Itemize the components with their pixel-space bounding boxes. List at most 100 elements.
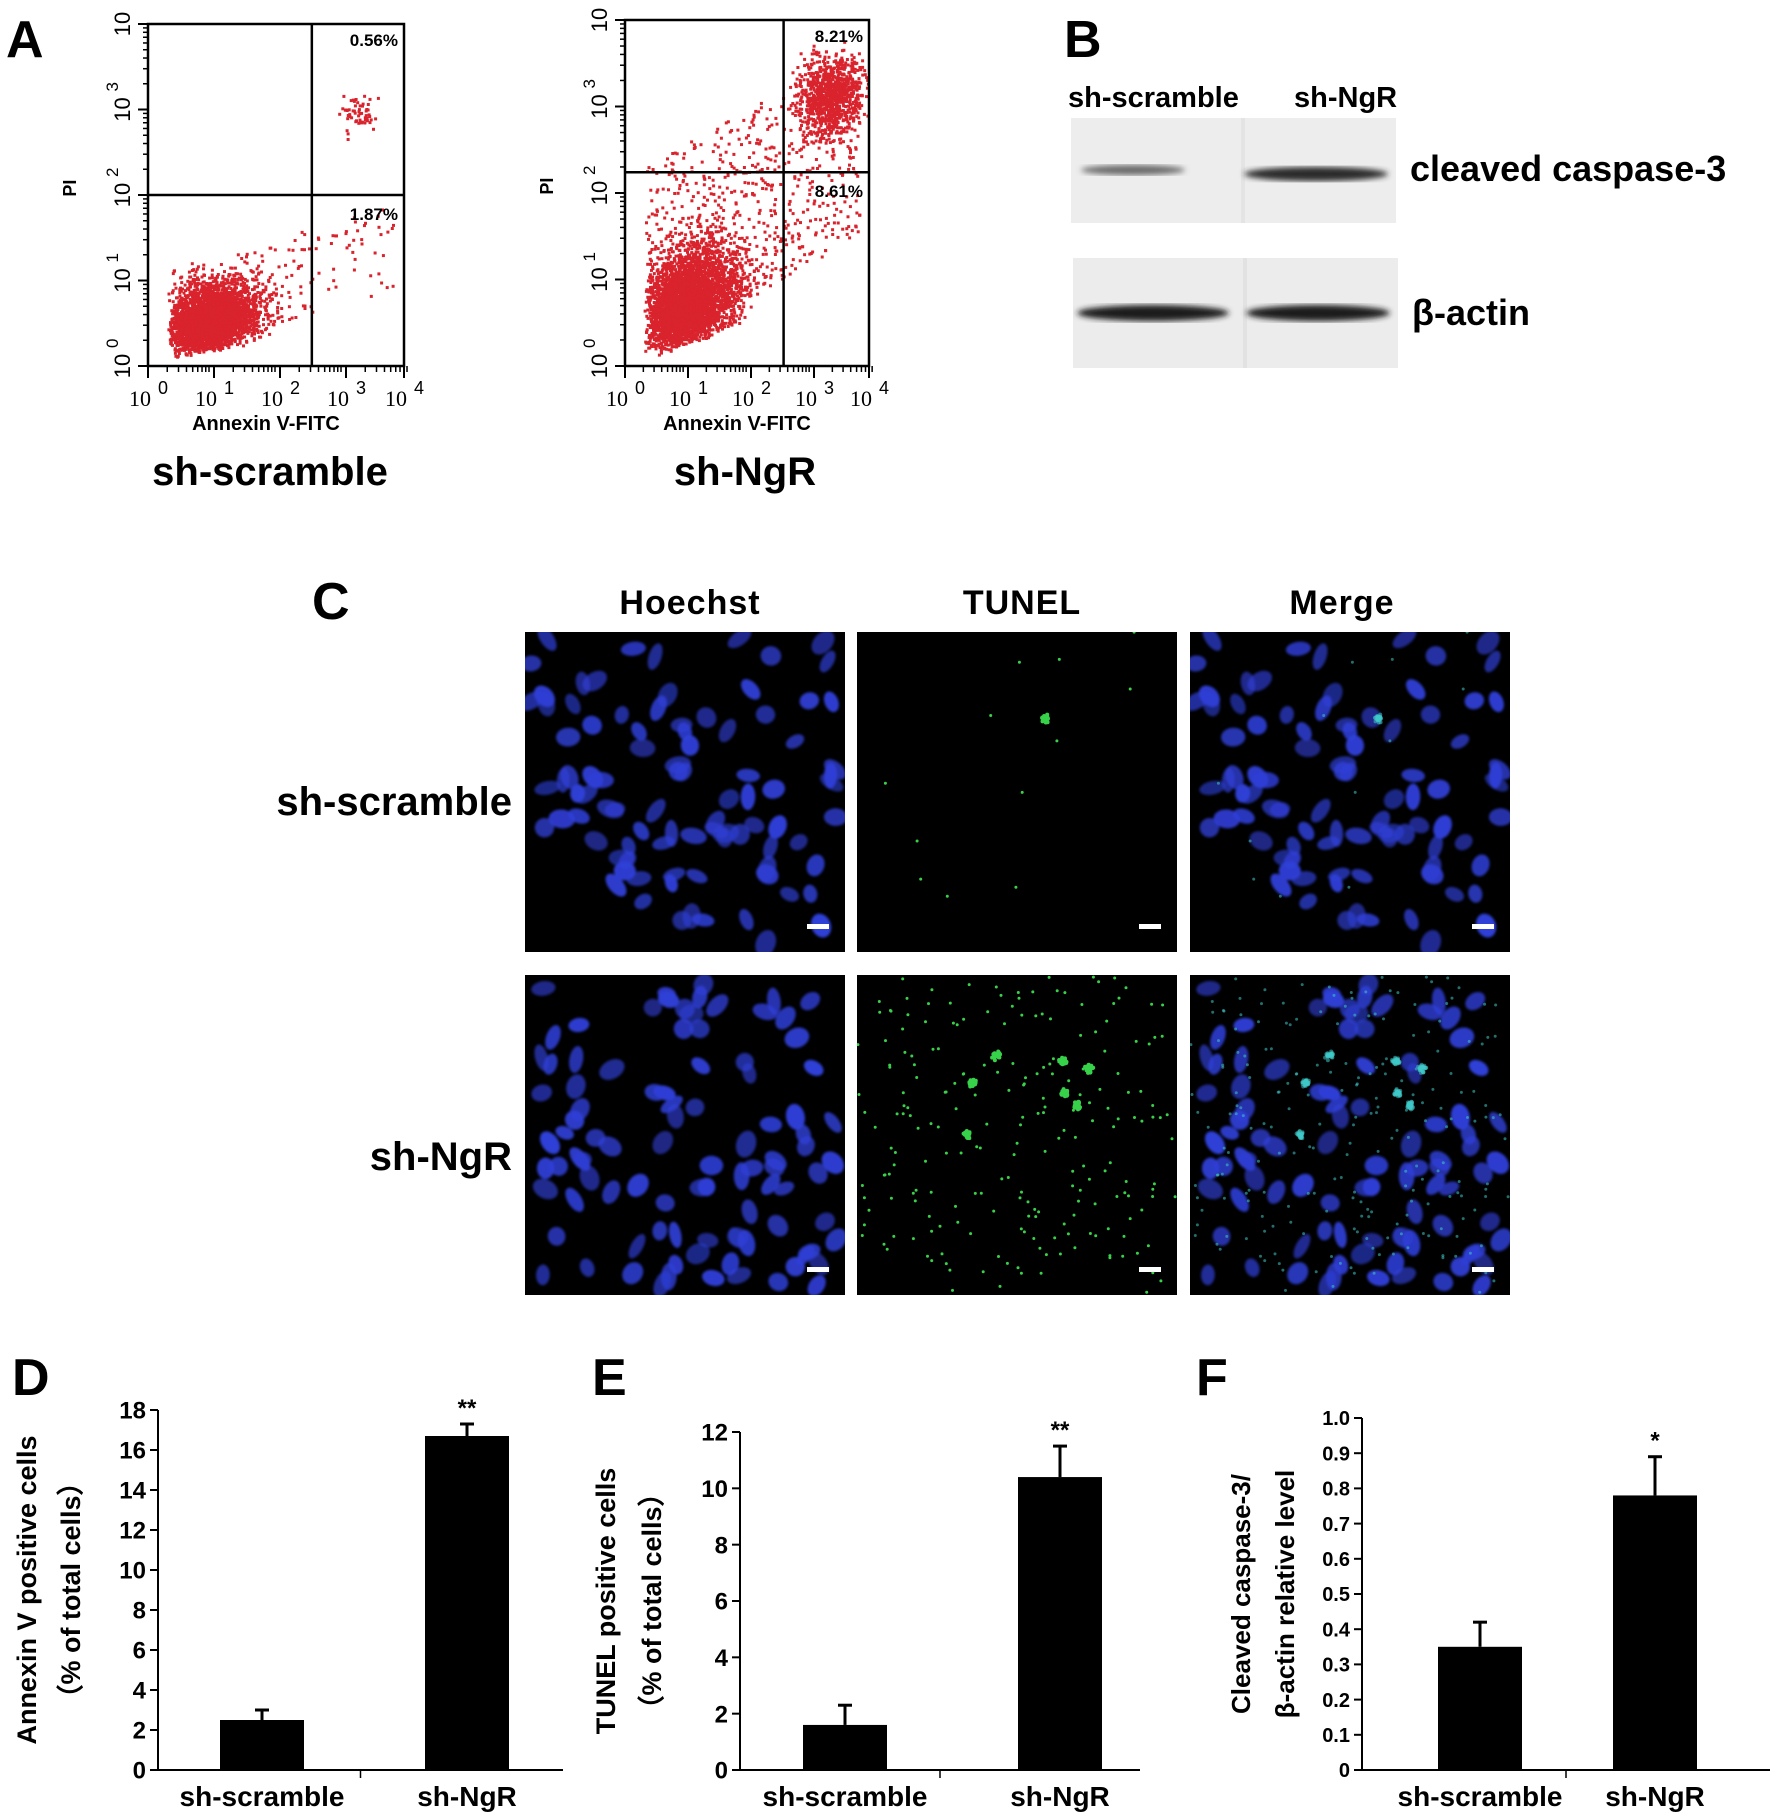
event-dot bbox=[247, 319, 251, 323]
event-dot bbox=[204, 328, 208, 332]
event-dot bbox=[252, 329, 256, 333]
event-dot bbox=[222, 338, 226, 342]
x-tick-exponent: 3 bbox=[356, 378, 366, 398]
event-dot bbox=[211, 311, 215, 315]
event-dot bbox=[196, 331, 200, 335]
quadrant-lower-right-percent: 1.87% bbox=[350, 205, 398, 224]
event-dot bbox=[287, 248, 291, 252]
event-dot bbox=[241, 336, 244, 340]
event-dot bbox=[240, 290, 244, 294]
event-dot bbox=[300, 230, 304, 234]
event-dot bbox=[181, 325, 185, 329]
event-dot bbox=[169, 321, 172, 325]
event-dot bbox=[237, 305, 241, 309]
event-dot bbox=[303, 248, 306, 252]
event-dot bbox=[680, 340, 683, 344]
event-dot bbox=[364, 118, 367, 121]
event-dot bbox=[739, 299, 743, 303]
event-dot bbox=[706, 231, 709, 235]
event-dot bbox=[251, 323, 255, 327]
x-tick-label: 10 bbox=[327, 386, 349, 411]
event-dot bbox=[182, 291, 186, 295]
event-dot bbox=[185, 311, 189, 315]
event-dot bbox=[204, 286, 208, 290]
event-dot bbox=[240, 326, 244, 330]
event-dot bbox=[246, 314, 250, 317]
event-dot bbox=[344, 108, 348, 112]
event-dot bbox=[178, 305, 182, 309]
event-dot bbox=[175, 296, 178, 300]
event-dot bbox=[201, 284, 205, 288]
event-dot bbox=[270, 297, 274, 301]
event-dot bbox=[235, 302, 239, 306]
event-dot bbox=[229, 332, 233, 336]
event-dot bbox=[194, 291, 198, 295]
event-dot bbox=[206, 283, 210, 287]
event-dot bbox=[192, 298, 196, 302]
event-dot bbox=[207, 320, 211, 324]
event-dot bbox=[219, 300, 223, 304]
event-dot bbox=[209, 323, 213, 327]
x-tick-label: 10 bbox=[261, 386, 283, 411]
event-dot bbox=[200, 335, 204, 339]
event-dot bbox=[208, 338, 212, 342]
event-dot bbox=[184, 309, 188, 313]
event-dot bbox=[173, 351, 177, 355]
event-dot bbox=[184, 340, 188, 344]
event-dot bbox=[220, 291, 224, 295]
event-dot bbox=[194, 270, 198, 274]
event-dot bbox=[271, 313, 275, 317]
event-dot bbox=[276, 301, 280, 305]
event-dot bbox=[268, 314, 272, 318]
event-dot bbox=[193, 284, 197, 288]
event-dot bbox=[197, 315, 201, 319]
event-dot bbox=[684, 342, 688, 346]
event-dot bbox=[187, 320, 191, 324]
event-dot bbox=[254, 297, 258, 301]
event-dot bbox=[196, 276, 199, 280]
event-dot bbox=[243, 316, 246, 320]
event-dot bbox=[221, 280, 225, 284]
event-dot bbox=[193, 273, 197, 277]
event-dot bbox=[190, 319, 194, 323]
event-dot bbox=[253, 251, 257, 255]
event-dot bbox=[657, 284, 661, 287]
event-dot bbox=[296, 266, 300, 270]
event-dot bbox=[270, 273, 274, 277]
event-dot bbox=[242, 314, 246, 318]
event-dot bbox=[667, 251, 671, 255]
event-dot bbox=[709, 328, 713, 332]
event-dot bbox=[226, 340, 230, 344]
event-dot bbox=[210, 273, 214, 277]
event-dot bbox=[697, 339, 701, 343]
event-dot bbox=[196, 299, 200, 303]
event-dot bbox=[668, 273, 672, 277]
event-dot bbox=[710, 231, 714, 235]
event-dot bbox=[184, 298, 188, 302]
event-dot bbox=[180, 333, 184, 337]
event-dot bbox=[674, 254, 678, 258]
event-dot bbox=[358, 112, 362, 116]
event-dot bbox=[223, 300, 227, 304]
event-dot bbox=[178, 326, 182, 330]
event-dot bbox=[257, 272, 260, 276]
event-dot bbox=[256, 320, 260, 324]
event-dot bbox=[169, 342, 173, 346]
event-dot bbox=[223, 288, 227, 291]
event-dot bbox=[251, 294, 255, 298]
event-dot bbox=[243, 260, 247, 264]
event-dot bbox=[701, 239, 705, 243]
event-dot bbox=[244, 286, 248, 290]
event-dot bbox=[177, 315, 181, 319]
event-dot bbox=[745, 236, 749, 240]
event-dot bbox=[238, 341, 242, 345]
event-dot bbox=[229, 293, 233, 297]
y-tick-exponent: 0 bbox=[103, 339, 122, 348]
event-dot bbox=[218, 306, 222, 310]
event-dot bbox=[227, 295, 231, 299]
event-dot bbox=[694, 250, 698, 254]
event-dot bbox=[205, 302, 209, 306]
event-dot bbox=[216, 335, 220, 339]
event-dot bbox=[219, 263, 223, 266]
event-dot bbox=[184, 345, 188, 349]
